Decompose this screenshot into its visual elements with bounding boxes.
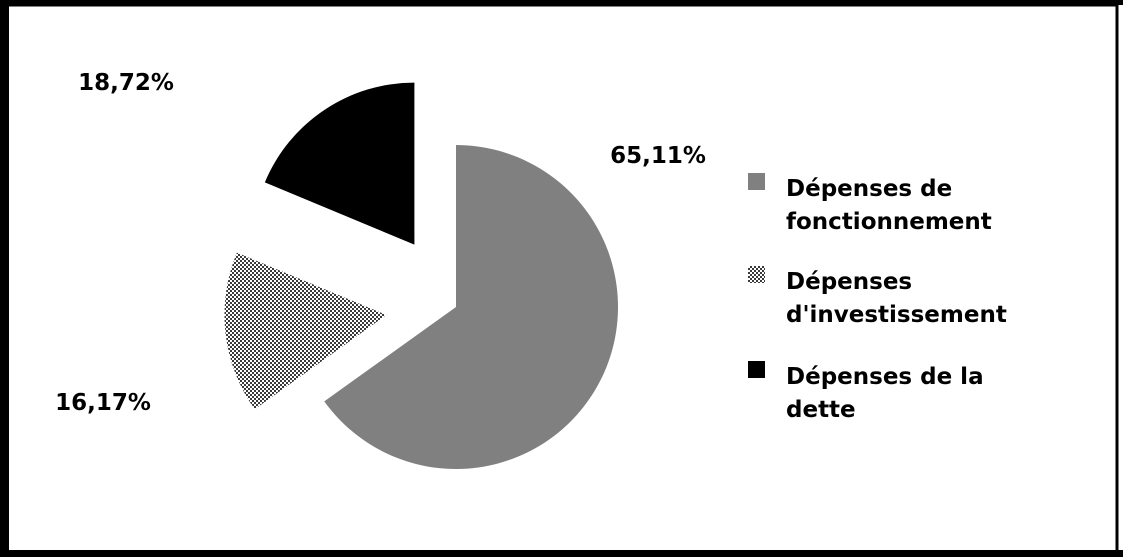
legend: Dépenses de fonctionnement Dépenses d'inves…: [748, 173, 1007, 423]
legend-label-1-line-2: fonctionnement: [786, 209, 992, 235]
pie-slice-3: [264, 82, 415, 245]
legend-entry-3: Dépenses de la dette: [748, 361, 984, 423]
frame-left-edge: [0, 3, 9, 557]
pie-slices: [224, 82, 619, 469]
pie-slice-1: [324, 145, 619, 469]
legend-swatch-2: [748, 266, 765, 283]
pie-slice-2: [224, 252, 387, 410]
legend-label-2-line-2: d'investissement: [786, 302, 1007, 328]
data-label-1: 65,11%: [610, 143, 706, 169]
frame-top-edge: [0, 0, 1123, 5]
legend-entry-2: Dépenses d'investissement: [748, 266, 1007, 328]
legend-entry-1: Dépenses de fonctionnement: [748, 173, 992, 235]
data-label-2: 16,17%: [55, 390, 151, 416]
legend-label-3-line-2: dette: [786, 397, 856, 423]
legend-swatch-3: [748, 361, 765, 378]
frame-bottom-edge: [0, 550, 1123, 557]
legend-swatch-1: [748, 173, 765, 190]
legend-label-1-line-1: Dépenses de: [786, 176, 952, 202]
legend-label-2-line-1: Dépenses: [786, 269, 912, 295]
legend-label-3-line-1: Dépenses de la: [786, 364, 984, 390]
data-labels: 65,11% 16,17% 18,72%: [55, 70, 706, 416]
data-label-3: 18,72%: [78, 70, 174, 96]
